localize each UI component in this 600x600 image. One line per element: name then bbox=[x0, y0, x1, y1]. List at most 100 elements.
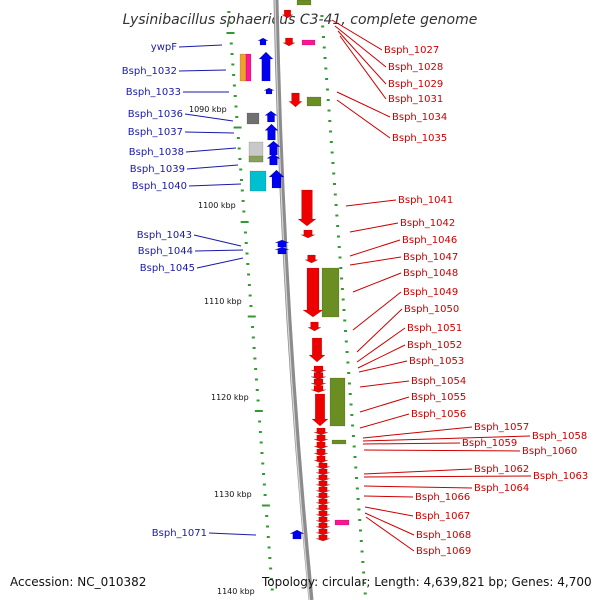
leader-line bbox=[362, 442, 461, 445]
leader-line bbox=[193, 234, 242, 247]
gene-arrow bbox=[266, 140, 281, 156]
gene-arrow bbox=[310, 378, 327, 387]
gene-arrow bbox=[258, 51, 274, 82]
right-gene-label: Bsph_1048 bbox=[403, 268, 458, 279]
leader-line bbox=[352, 291, 402, 331]
right-gene-label: Bsph_1055 bbox=[411, 392, 466, 403]
genome-backbone bbox=[273, 0, 314, 600]
leader-line bbox=[339, 35, 387, 100]
outer-ruler bbox=[226, 11, 274, 591]
gene-arrow bbox=[282, 37, 296, 47]
left-gene-label: Bsph_1044 bbox=[138, 246, 193, 257]
gene-arrow bbox=[315, 510, 331, 518]
leader-line bbox=[188, 183, 242, 187]
leader-line bbox=[363, 495, 414, 498]
gene-arrow bbox=[315, 528, 331, 536]
left-gene-label: Bsph_1033 bbox=[126, 87, 181, 98]
accession-label: Accession: bbox=[10, 575, 74, 589]
right-gene-label: Bsph_1068 bbox=[416, 530, 471, 541]
ruler-label: 1110 kbp bbox=[204, 297, 242, 306]
gene-arrow bbox=[313, 455, 329, 464]
gene-arrow bbox=[300, 229, 316, 239]
gene-arrow bbox=[268, 169, 285, 189]
right-gene-label: Bsph_1031 bbox=[388, 94, 443, 105]
gene-block bbox=[249, 170, 267, 192]
gene-block bbox=[321, 267, 340, 318]
right-gene-label: Bsph_1063 bbox=[533, 471, 588, 482]
gene-block bbox=[248, 155, 264, 163]
gene-arrow bbox=[315, 486, 331, 494]
gene-arrow bbox=[315, 468, 331, 476]
gene-arrow bbox=[313, 441, 329, 450]
leader-line bbox=[349, 256, 402, 266]
gene-block bbox=[246, 112, 260, 125]
gene-arrow bbox=[313, 448, 329, 457]
leader-line bbox=[363, 468, 473, 475]
left-gene-label: Bsph_1045 bbox=[140, 263, 195, 274]
gene-arrow bbox=[257, 37, 269, 46]
gene-arrow bbox=[308, 337, 326, 363]
backbone-line bbox=[273, 0, 314, 600]
left-gene-label: Bsph_1043 bbox=[137, 230, 192, 241]
gene-arrow bbox=[288, 92, 303, 108]
right-gene-label: Bsph_1034 bbox=[392, 112, 447, 123]
right-gene-label: Bsph_1049 bbox=[403, 287, 458, 298]
right-gene-label: Bsph_1029 bbox=[388, 79, 443, 90]
leader-line bbox=[365, 516, 415, 552]
leader-line bbox=[359, 380, 410, 388]
right-gene-label: Bsph_1060 bbox=[522, 446, 577, 457]
left-gene-label: ywpF bbox=[151, 42, 177, 53]
leader-line bbox=[336, 91, 391, 118]
leader-line bbox=[357, 344, 406, 369]
gene-arrow bbox=[315, 498, 331, 506]
gene-arrow bbox=[310, 372, 327, 380]
leader-line bbox=[358, 360, 408, 373]
gene-arrow bbox=[289, 529, 305, 540]
leader-line bbox=[194, 249, 244, 252]
gene-block bbox=[296, 0, 312, 6]
gene-arrow bbox=[310, 385, 327, 393]
left-gene-label: Bsph_1037 bbox=[128, 127, 183, 138]
gene-arrow bbox=[315, 504, 331, 512]
leader-line bbox=[363, 449, 521, 452]
left-gene-label: Bsph_1032 bbox=[122, 66, 177, 77]
gene-block bbox=[239, 53, 247, 82]
leader-line bbox=[364, 512, 415, 536]
right-gene-label: Bsph_1069 bbox=[416, 546, 471, 557]
label-leaders bbox=[178, 19, 532, 552]
right-gene-label: Bsph_1064 bbox=[474, 483, 529, 494]
leader-line bbox=[349, 222, 399, 233]
gene-block bbox=[306, 96, 322, 107]
leader-line bbox=[359, 413, 410, 429]
gene-labels: ywpF Bsph_1032 Bsph_1033 Bsph_1036 Bsph_1037… bbox=[122, 42, 588, 557]
right-gene-label: Bsph_1066 bbox=[415, 492, 470, 503]
gene-arrow bbox=[315, 534, 331, 542]
right-gene-label: Bsph_1062 bbox=[474, 464, 529, 475]
right-gene-label: Bsph_1041 bbox=[398, 195, 453, 206]
right-gene-label: Bsph_1051 bbox=[407, 323, 462, 334]
gene-arrow bbox=[263, 87, 275, 95]
right-gene-label: Bsph_1035 bbox=[392, 133, 447, 144]
accession-value: NC_010382 bbox=[77, 575, 147, 589]
left-gene-label: Bsph_1038 bbox=[129, 147, 184, 158]
map-title: Lysinibacillus sphaericus C3-41, complet… bbox=[123, 12, 478, 28]
right-gene-label: Bsph_1057 bbox=[474, 422, 529, 433]
leader-line bbox=[337, 30, 387, 85]
leader-line bbox=[196, 257, 244, 269]
leader-line bbox=[362, 435, 531, 442]
right-gene-label: Bsph_1058 bbox=[532, 431, 587, 442]
leader-line bbox=[359, 396, 410, 413]
genome-stats: Topology: circular; Length: 4,639,821 bp… bbox=[262, 575, 592, 589]
leader-line bbox=[178, 69, 227, 72]
right-gene-label: Bsph_1052 bbox=[407, 340, 462, 351]
gene-arrow bbox=[264, 110, 278, 123]
right-gene-label: Bsph_1042 bbox=[400, 218, 455, 229]
leader-line bbox=[178, 44, 223, 48]
inner-ruler bbox=[320, 15, 367, 595]
leader-line bbox=[331, 19, 383, 51]
gene-arrow bbox=[264, 123, 279, 141]
gene-arrow bbox=[315, 480, 331, 488]
leader-line bbox=[349, 239, 401, 257]
gene-arrow bbox=[315, 462, 331, 470]
